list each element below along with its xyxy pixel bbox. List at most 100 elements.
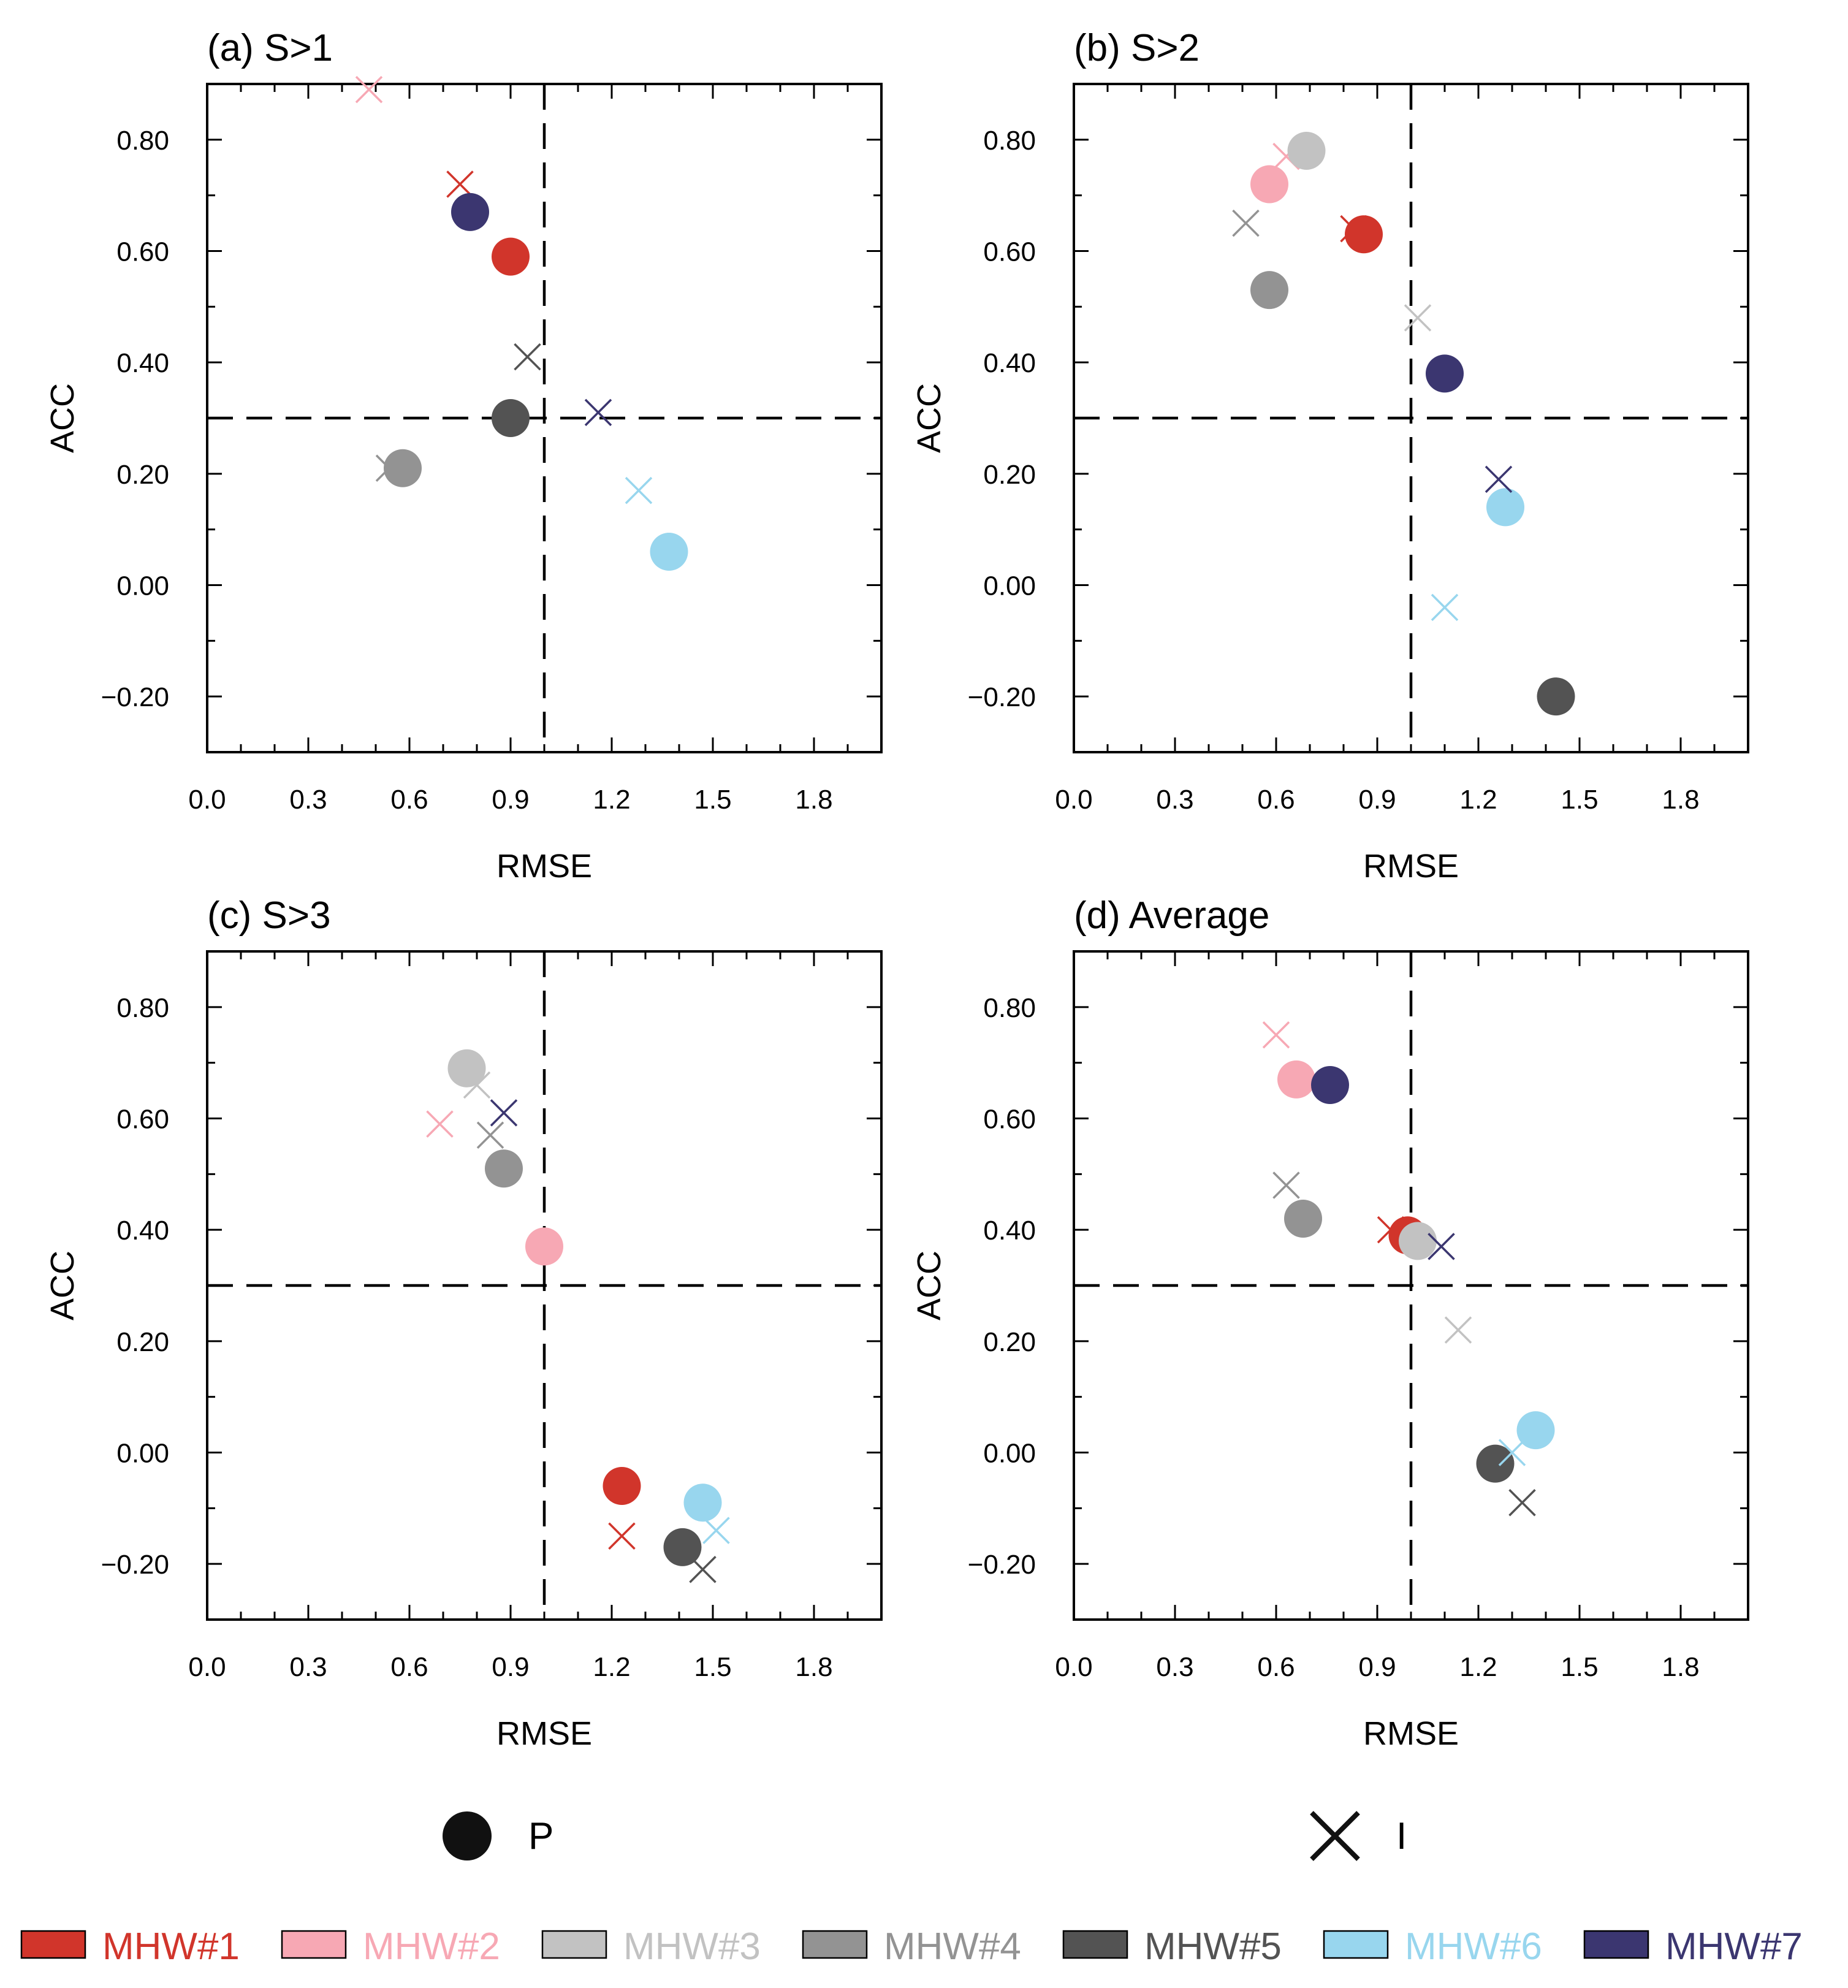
- point-I-mhw5: [514, 343, 541, 371]
- point-I-mhw7: [1485, 465, 1513, 493]
- x-tick-label: 0.0: [188, 785, 226, 815]
- legend-swatch-mhw3: [541, 1930, 607, 1959]
- point-P-mhw3: [1399, 1222, 1437, 1260]
- y-tick-label: 0.00: [983, 571, 1036, 601]
- y-tick-label: 0.60: [983, 1105, 1036, 1135]
- point-P-mhw1: [603, 1467, 641, 1505]
- point-P-mhw6: [683, 1483, 722, 1522]
- x-tick-label: 0.3: [1156, 1652, 1193, 1682]
- legend-label-mhw4: MHW#4: [884, 1925, 1021, 1968]
- point-P-mhw2: [525, 1227, 563, 1266]
- x-tick-label: 1.2: [593, 785, 630, 815]
- y-tick-label: 0.40: [983, 348, 1036, 378]
- point-P-mhw4: [485, 1149, 523, 1188]
- x-tick-label: 0.0: [1055, 785, 1092, 815]
- x-tick-label: 0.0: [188, 1652, 226, 1682]
- point-P-mhw2: [1250, 165, 1288, 204]
- legend-label-mhw1: MHW#1: [102, 1925, 240, 1968]
- legend-swatch-mhw5: [1062, 1930, 1128, 1959]
- point-I-mhw6: [1498, 1439, 1526, 1466]
- y-tick-label: −0.20: [101, 1550, 169, 1580]
- point-P-mhw7: [451, 192, 489, 231]
- x-tick-label: 0.9: [1358, 1652, 1396, 1682]
- legend-i-label: I: [1396, 1815, 1407, 1857]
- x-tick-label: 0.6: [1257, 1652, 1295, 1682]
- panel-d: 0.0 0.3 0.6 0.9 1.2 1.5 1.8 −0.20 0.00 0.20 0.40 0.…: [911, 894, 1749, 1752]
- panel-title: (b) S>2: [1074, 27, 1200, 69]
- legend-swatch-mhw2: [281, 1930, 347, 1959]
- point-I-mhw2: [355, 75, 383, 104]
- y-tick-label: −0.20: [968, 682, 1036, 712]
- point-I-mhw2: [1262, 1021, 1290, 1049]
- x-tick-label: 0.3: [1156, 785, 1193, 815]
- point-P-mhw2: [1277, 1060, 1315, 1099]
- panel-b: 0.0 0.3 0.6 0.9 1.2 1.5 1.8 −0.20 0.00 0.20 0.40 0.…: [911, 27, 1749, 885]
- x-tick-label: 0.6: [390, 1652, 428, 1682]
- legend-i-marker: [1310, 1811, 1360, 1861]
- x-tick-label: 0.6: [1257, 785, 1295, 815]
- legend-label-mhw2: MHW#2: [363, 1925, 500, 1968]
- point-P-mhw6: [650, 533, 688, 571]
- color-legend: MHW#1 MHW#2 MHW#3 MHW#4 MHW#5 MHW#6 MHW#7: [20, 1925, 1803, 1968]
- point-P-mhw1: [1345, 215, 1383, 254]
- x-tick-label: 1.2: [593, 1652, 630, 1682]
- point-I-mhw4: [1272, 1171, 1300, 1199]
- point-I-mhw3: [1404, 304, 1432, 332]
- x-tick-label: 0.6: [390, 785, 428, 815]
- legend-label-mhw7: MHW#7: [1665, 1925, 1803, 1968]
- x-tick-label: 1.2: [1459, 1652, 1497, 1682]
- panel-title: (a) S>1: [207, 27, 333, 69]
- y-tick-label: 0.40: [116, 348, 169, 378]
- y-tick-label: 0.20: [116, 1327, 169, 1357]
- x-tick-label: 1.5: [1561, 1652, 1598, 1682]
- legend-label-mhw5: MHW#5: [1144, 1925, 1282, 1968]
- y-tick-label: 0.20: [116, 460, 169, 490]
- legend-p-label: P: [528, 1815, 553, 1857]
- point-I-mhw1: [608, 1522, 636, 1550]
- legend-label-mhw6: MHW#6: [1405, 1925, 1542, 1968]
- y-tick-label: 0.60: [116, 1105, 169, 1135]
- x-tick-label: 1.8: [795, 785, 832, 815]
- y-tick-label: −0.20: [101, 682, 169, 712]
- point-I-mhw6: [702, 1517, 730, 1544]
- x-tick-label: 1.5: [694, 785, 731, 815]
- legend-swatch-mhw1: [20, 1930, 86, 1959]
- point-I-mhw4: [476, 1121, 504, 1149]
- panel-title: (c) S>3: [207, 894, 331, 937]
- x-tick-label: 0.3: [289, 1652, 327, 1682]
- point-I-mhw2: [426, 1110, 454, 1138]
- point-I-mhw6: [625, 476, 653, 505]
- y-tick-label: 0.80: [983, 993, 1036, 1023]
- y-tick-label: 0.20: [983, 1327, 1036, 1357]
- x-axis-label: RMSE: [496, 848, 592, 885]
- point-P-mhw7: [1426, 354, 1464, 393]
- legend-swatch-mhw6: [1323, 1930, 1389, 1959]
- point-I-mhw1: [446, 170, 474, 198]
- panel-c: 0.0 0.3 0.6 0.9 1.2 1.5 1.8 −0.20 0.00 0.20 0.40 0.…: [44, 894, 883, 1752]
- x-tick-label: 1.8: [1662, 1652, 1699, 1682]
- y-tick-label: 0.80: [983, 126, 1036, 156]
- y-tick-label: 0.60: [983, 237, 1036, 267]
- legend-swatch-mhw7: [1583, 1930, 1649, 1959]
- point-P-mhw3: [1287, 132, 1326, 170]
- x-tick-label: 0.9: [492, 785, 529, 815]
- y-tick-label: 0.40: [116, 1216, 169, 1246]
- y-axis-label: ACC: [911, 1251, 948, 1320]
- x-axis-label: RMSE: [1363, 848, 1459, 885]
- y-tick-label: 0.00: [116, 571, 169, 601]
- point-I-mhw7: [490, 1099, 518, 1127]
- legend-swatch-mhw4: [802, 1930, 868, 1959]
- point-I-mhw3: [1444, 1316, 1472, 1344]
- x-tick-label: 1.5: [694, 1652, 731, 1682]
- point-P-mhw5: [663, 1528, 702, 1566]
- point-P-mhw7: [1311, 1066, 1349, 1104]
- y-axis-label: ACC: [44, 383, 81, 453]
- point-P-mhw4: [1284, 1200, 1322, 1238]
- y-tick-label: 0.00: [983, 1439, 1036, 1469]
- y-tick-label: 0.60: [116, 237, 169, 267]
- x-axis-label: RMSE: [496, 1715, 592, 1752]
- point-P-mhw4: [1250, 271, 1288, 310]
- x-tick-label: 0.9: [1358, 785, 1396, 815]
